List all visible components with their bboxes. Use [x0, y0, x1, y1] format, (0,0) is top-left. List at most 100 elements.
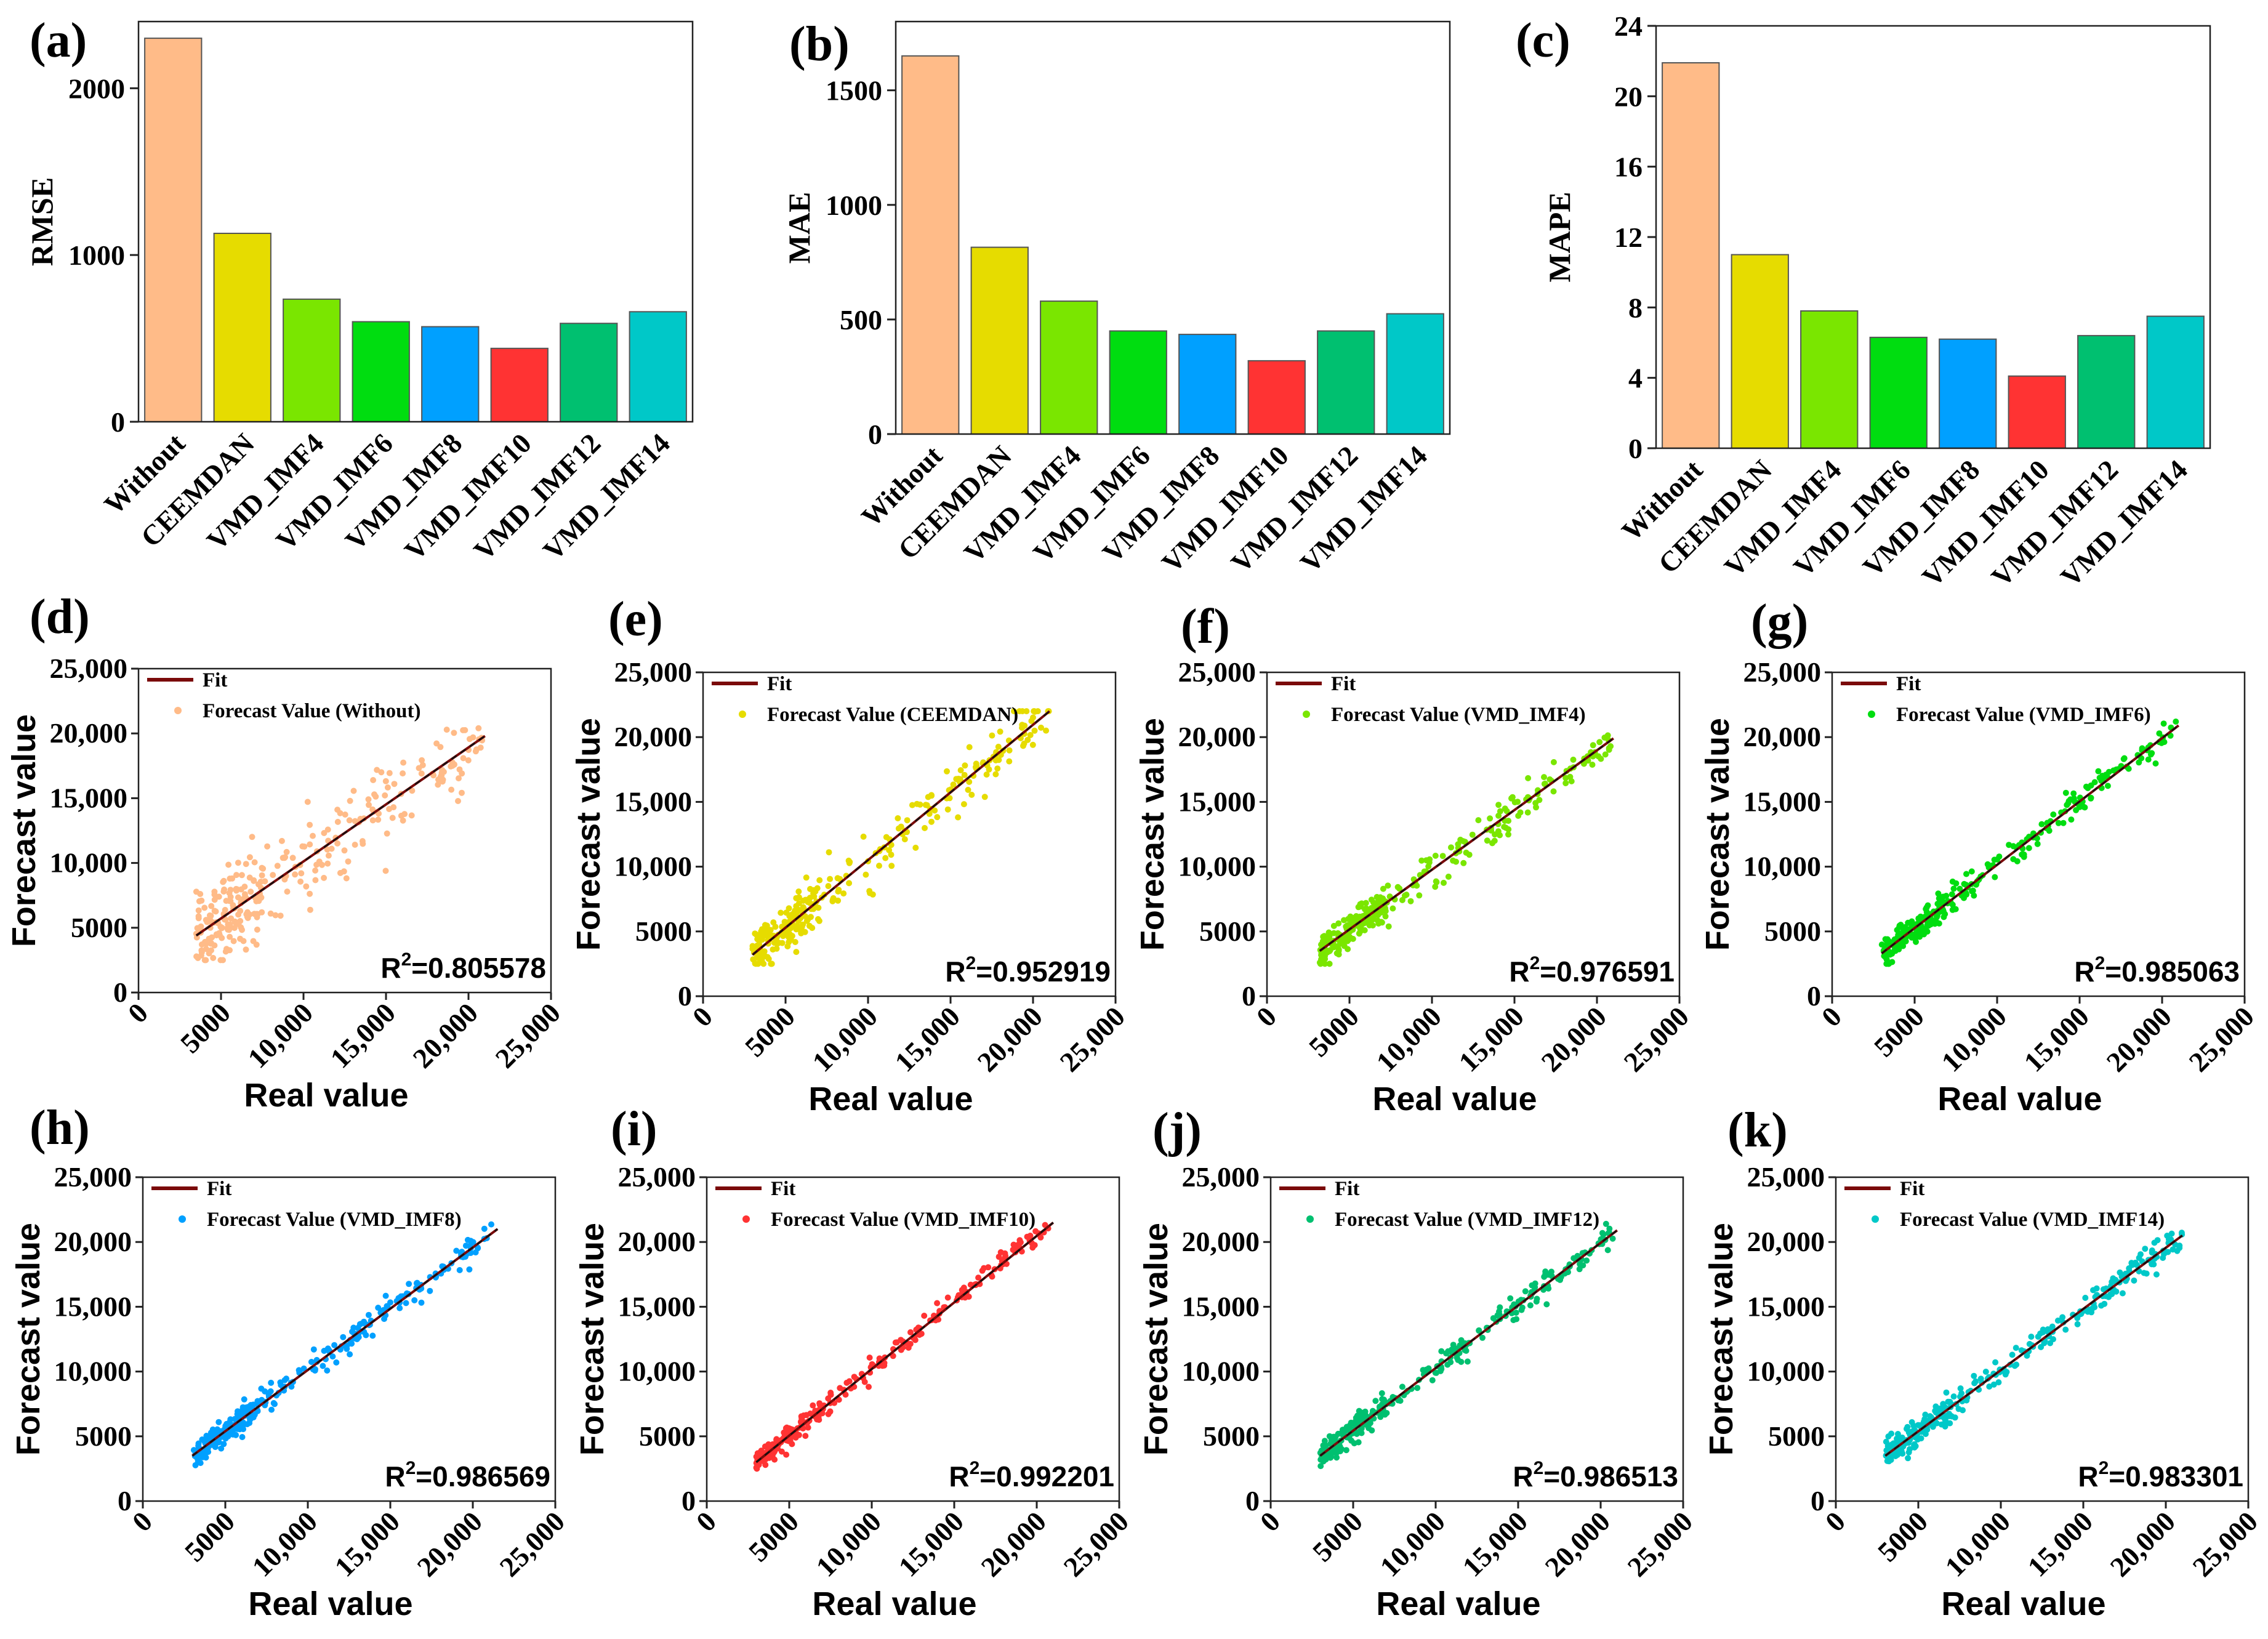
data-point [464, 1236, 471, 1243]
data-point [1511, 799, 1518, 805]
data-point [1505, 826, 1512, 832]
data-point [1340, 1427, 1346, 1433]
y-tick-label: 25,000 [614, 656, 693, 688]
data-point [1522, 1288, 1529, 1295]
data-point [1994, 856, 2001, 863]
x-tick-label: 15,000 [893, 1505, 970, 1583]
data-point [793, 949, 800, 956]
data-point [1532, 800, 1539, 807]
y-tick-label: 10,000 [1182, 1356, 1260, 1387]
data-point [1990, 1381, 1997, 1388]
data-point [1885, 1433, 1892, 1440]
data-point [808, 914, 814, 920]
data-point [2050, 1336, 2056, 1343]
data-point [234, 1411, 241, 1417]
data-point [231, 925, 238, 932]
data-point [369, 817, 376, 824]
data-point [324, 826, 331, 833]
data-point [222, 906, 228, 913]
data-point [983, 771, 990, 778]
data-point [888, 852, 895, 858]
data-point [260, 865, 267, 872]
bar-chart-a: (a)WithoutCEEMDANVMD_IMF4VMD_IMF6VMD_IMF… [25, 14, 694, 566]
data-point [770, 946, 776, 953]
x-axis-title: Real value [1376, 1585, 1540, 1622]
data-point [203, 946, 209, 952]
x-tick-label: 25,000 [489, 997, 567, 1074]
data-point [207, 940, 214, 946]
data-point [1590, 742, 1596, 749]
r-squared-symbol: R [385, 1460, 405, 1492]
data-point [193, 1454, 200, 1461]
data-point [382, 778, 389, 784]
data-point [2105, 768, 2112, 775]
r-squared-label: R2=0.976591 [1509, 953, 1675, 988]
legend-point-swatch [742, 1215, 750, 1223]
data-point [886, 847, 893, 853]
data-point [805, 896, 811, 903]
x-tick-label: 20,000 [411, 1505, 489, 1583]
data-point [255, 881, 262, 888]
data-point [1950, 1393, 1957, 1400]
data-point [1365, 1425, 1372, 1432]
data-point [2147, 751, 2154, 758]
data-points [193, 725, 486, 964]
y-tick-label: 12 [1614, 222, 1643, 253]
data-point [1317, 1463, 1324, 1470]
data-point [1609, 1235, 1616, 1242]
y-tick-label: 25,000 [1743, 656, 1822, 688]
plot-frame [137, 667, 552, 994]
data-point [346, 817, 353, 824]
y-tick-label: 2000 [68, 73, 125, 104]
r-squared-label: R2=0.992201 [949, 1458, 1114, 1492]
data-point [1562, 780, 1569, 786]
data-point [1333, 1454, 1340, 1461]
data-point [2070, 790, 2077, 797]
data-point [928, 818, 935, 825]
data-point [812, 888, 819, 895]
data-point [1348, 919, 1355, 925]
data-point [2085, 785, 2091, 791]
data-point [223, 1420, 230, 1427]
data-point [1971, 1372, 1977, 1379]
data-point [783, 1451, 790, 1458]
data-point [979, 1267, 986, 1274]
r-squared-symbol: R [949, 1460, 969, 1492]
data-point [2024, 1352, 2030, 1359]
data-point [272, 912, 279, 919]
data-point [230, 1431, 236, 1438]
data-point [192, 1462, 199, 1468]
data-point [1905, 1455, 1912, 1462]
data-point [337, 810, 344, 816]
data-point [765, 1441, 772, 1448]
data-point [928, 792, 935, 799]
data-point [826, 849, 832, 856]
data-point [2121, 755, 2128, 762]
data-point [2173, 719, 2179, 725]
data-point [382, 792, 388, 799]
data-point [2014, 858, 2021, 864]
data-point [427, 1287, 433, 1294]
bar-vmd-imf14 [2146, 315, 2205, 449]
data-point [310, 832, 316, 839]
data-point [1484, 837, 1490, 844]
data-point [810, 1402, 816, 1409]
data-point [207, 912, 214, 919]
data-point [959, 1287, 965, 1294]
data-point [460, 727, 467, 733]
x-tick-label: 20,000 [1535, 1001, 1613, 1078]
data-point [1433, 878, 1439, 885]
data-point [2156, 730, 2163, 737]
y-axis-title: Forecast value [1699, 718, 1736, 951]
data-point [225, 921, 231, 928]
data-point [2168, 1230, 2175, 1237]
x-tick-label: 10,000 [1936, 1001, 2013, 1078]
x-tick-label: 0 [1819, 1505, 1851, 1537]
plot-frame [1835, 1176, 2250, 1502]
data-point [488, 1221, 494, 1228]
data-point [324, 860, 331, 867]
data-point [1899, 1450, 1906, 1457]
data-point [1389, 905, 1396, 912]
data-point [1385, 882, 1391, 889]
data-point [271, 1401, 278, 1407]
